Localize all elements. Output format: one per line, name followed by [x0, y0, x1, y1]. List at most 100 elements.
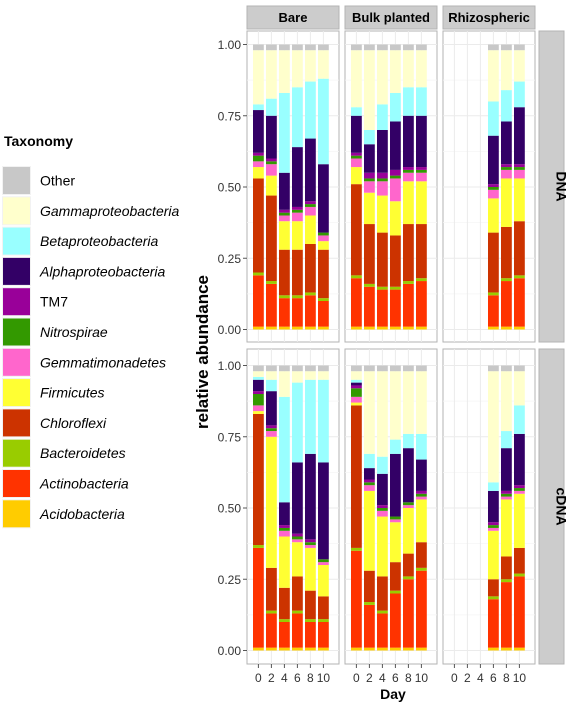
bar-segment-nitrospirae — [279, 527, 290, 531]
bar-segment-gammaproteobacteria — [514, 50, 525, 82]
x-tick-label: 0 — [255, 671, 262, 685]
bar-segment-bacteroidetes — [488, 596, 499, 600]
bar-segment-other — [364, 44, 375, 51]
bar-segment-acidobacteria — [416, 647, 427, 651]
bar-segment-gemmatimonadetes — [416, 172, 427, 182]
bar-segment-chloroflexi — [488, 232, 499, 293]
legend-item: Bacteroidetes — [2, 438, 126, 468]
bar-segment-bacteroidetes — [390, 590, 401, 594]
bar-segment-firmicutes — [403, 508, 414, 554]
bar-stack — [501, 365, 512, 651]
bar-segment-alphaproteobacteria — [501, 121, 512, 165]
bar-segment-firmicutes — [377, 516, 388, 577]
bar-segment-firmicutes — [514, 178, 525, 222]
bar-segment-other — [318, 365, 329, 372]
bar-segment-bacteroidetes — [279, 619, 290, 622]
bar-segment-nitrospirae — [266, 161, 277, 165]
bar-segment-acidobacteria — [266, 326, 277, 330]
bar-segment-firmicutes — [253, 411, 264, 414]
bar-segment-betaproteobacteria — [253, 376, 264, 380]
bar-segment-firmicutes — [318, 565, 329, 597]
bar-segment-betaproteobacteria — [501, 90, 512, 122]
bar-segment-bacteroidetes — [318, 298, 329, 301]
bar-segment-gammaproteobacteria — [351, 50, 362, 108]
bar-segment-gammaproteobacteria — [253, 50, 264, 105]
bar-segment-alphaproteobacteria — [351, 382, 362, 386]
x-tick-label: 6 — [392, 671, 399, 685]
bar-segment-other — [253, 365, 264, 372]
legend-item: Nitrospirae — [2, 317, 108, 347]
bar-stack — [416, 44, 427, 330]
bar-segment-firmicutes — [390, 522, 401, 563]
bar-segment-tm7 — [488, 522, 499, 526]
bar-segment-other — [403, 44, 414, 51]
bar-segment-gemmatimonadetes — [390, 519, 401, 523]
bar-segment-nitrospirae — [351, 388, 362, 397]
bar-stack — [501, 44, 512, 330]
bar-segment-firmicutes — [351, 402, 362, 406]
facet-row-label: DNA — [554, 171, 567, 201]
bar-segment-gammaproteobacteria — [318, 50, 329, 79]
legend-swatch — [3, 257, 30, 285]
bar-segment-tm7 — [488, 184, 499, 187]
bar-segment-bacteroidetes — [403, 281, 414, 284]
legend-swatch — [3, 379, 30, 407]
legend-swatch — [3, 288, 30, 316]
bar-segment-betaproteobacteria — [364, 130, 375, 145]
y-tick-label: 1.00 — [218, 359, 242, 373]
bar-segment-gemmatimonadetes — [305, 206, 316, 216]
bar-segment-tm7 — [514, 164, 525, 168]
facet-column-label: Bare — [279, 10, 308, 25]
bar-segment-bacteroidetes — [292, 610, 303, 614]
bar-segment-gemmatimonadetes — [377, 510, 388, 517]
bar-segment-firmicutes — [351, 167, 362, 185]
facets: Bare Bulk planted Rhizospheric DNA cDNA 0.00 0… — [218, 5, 567, 685]
legend-swatch — [3, 197, 30, 225]
bar-segment-tm7 — [501, 490, 512, 494]
bar-segment-chloroflexi — [279, 587, 290, 620]
bar-segment-alphaproteobacteria — [403, 448, 414, 503]
bar-stack — [488, 365, 499, 651]
bar-segment-nitrospirae — [390, 175, 401, 179]
bar-segment-betaproteobacteria — [266, 98, 277, 116]
bar-segment-gemmatimonadetes — [390, 178, 401, 202]
bar-segment-bacteroidetes — [266, 281, 277, 284]
bar-segment-firmicutes — [305, 215, 316, 244]
bar-segment-firmicutes — [377, 195, 388, 233]
y-tick-label: 0.25 — [218, 252, 242, 266]
bar-segment-chloroflexi — [501, 556, 512, 580]
facet-row-strip: DNA — [538, 30, 567, 343]
bar-segment-firmicutes — [416, 181, 427, 225]
bar-segment-tm7 — [351, 152, 362, 156]
bar-segment-chloroflexi — [253, 178, 264, 273]
legend-label: Alphaproteobacteria — [39, 263, 166, 279]
x-tick-label: 8 — [307, 671, 314, 685]
bar-segment-alphaproteobacteria — [351, 115, 362, 153]
y-tick-label: 0.50 — [218, 181, 242, 195]
bar-segment-alphaproteobacteria — [279, 172, 290, 210]
bar-segment-gammaproteobacteria — [364, 50, 375, 131]
x-tick-label: 6 — [490, 671, 497, 685]
bar-segment-chloroflexi — [416, 224, 427, 279]
legend-swatch — [3, 348, 30, 376]
bar-segment-alphaproteobacteria — [416, 115, 427, 168]
bar-segment-actinobacteria — [253, 547, 264, 648]
bar-stack — [390, 365, 401, 651]
bar-segment-betaproteobacteria — [318, 78, 329, 165]
legend-item: Other — [2, 166, 75, 195]
bar-segment-actinobacteria — [253, 275, 264, 327]
bar-segment-other — [266, 44, 277, 51]
bar-segment-alphaproteobacteria — [488, 135, 499, 185]
legend-label: Gammaproteobacteria — [40, 203, 180, 219]
bar-segment-nitrospirae — [390, 516, 401, 520]
bar-segment-bacteroidetes — [501, 278, 512, 282]
legend-label: Nitrospirae — [40, 324, 108, 340]
bar-segment-acidobacteria — [351, 326, 362, 330]
legend-item: Actinobacteria — [2, 469, 129, 498]
bar-segment-betaproteobacteria — [292, 87, 303, 148]
bar-segment-actinobacteria — [377, 613, 388, 648]
bar-segment-acidobacteria — [514, 647, 525, 651]
bar-segment-bacteroidetes — [390, 286, 401, 290]
bar-segment-tm7 — [416, 167, 427, 170]
facet-column-strip: Bulk planted — [344, 5, 438, 30]
